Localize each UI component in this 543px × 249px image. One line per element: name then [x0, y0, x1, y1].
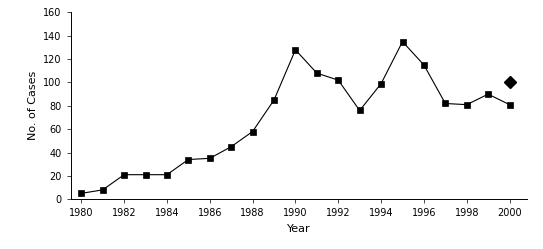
- X-axis label: Year: Year: [287, 224, 311, 234]
- Y-axis label: No. of Cases: No. of Cases: [28, 71, 37, 140]
